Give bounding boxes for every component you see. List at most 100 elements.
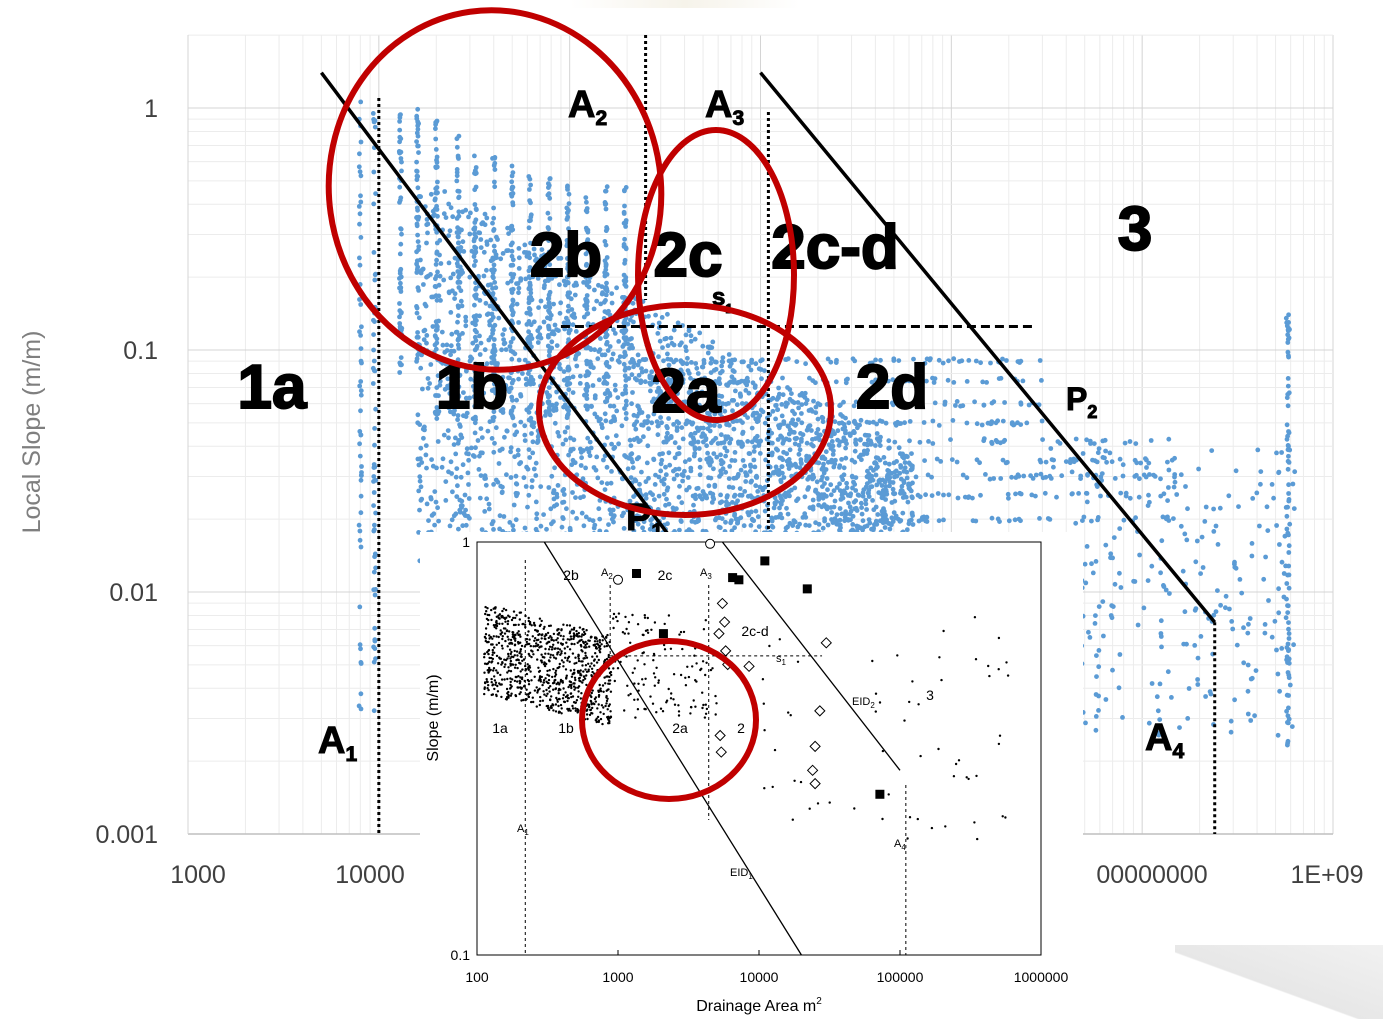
- main-data-point: [601, 381, 606, 386]
- main-data-point: [492, 184, 497, 189]
- main-data-point: [1246, 663, 1251, 668]
- inset-data-point: [491, 654, 493, 656]
- inset-data-point: [604, 682, 606, 684]
- main-data-point: [1276, 610, 1281, 615]
- main-data-point: [978, 360, 983, 365]
- main-data-point: [1216, 542, 1221, 547]
- main-data-point: [446, 435, 451, 440]
- main-data-point: [584, 200, 589, 205]
- main-data-point: [415, 335, 420, 340]
- main-data-point: [882, 455, 887, 460]
- main-data-point: [755, 419, 760, 424]
- main-data-point: [553, 421, 558, 426]
- main-data-point: [718, 469, 723, 474]
- main-data-point: [615, 395, 620, 400]
- main-data-point: [905, 476, 910, 481]
- inset-data-point: [584, 652, 586, 654]
- main-data-point: [433, 343, 438, 348]
- main-data-point: [1241, 660, 1246, 665]
- main-data-point: [461, 462, 466, 467]
- main-data-point: [1024, 421, 1029, 426]
- main-data-point: [1285, 531, 1290, 536]
- main-data-point: [1094, 714, 1099, 719]
- main-data-point: [474, 171, 479, 176]
- inset-data-point: [584, 668, 586, 670]
- inset-data-point: [549, 646, 551, 648]
- main-data-point: [680, 479, 685, 484]
- main-data-point: [955, 399, 960, 404]
- main-data-point: [1001, 458, 1006, 463]
- main-data-point: [753, 465, 758, 470]
- main-data-point: [358, 211, 363, 216]
- main-data-point: [1021, 379, 1026, 384]
- main-data-point: [556, 483, 561, 488]
- main-data-point: [482, 509, 487, 514]
- main-data-point: [919, 517, 924, 522]
- main-data-point: [547, 304, 552, 309]
- main-data-point: [1195, 539, 1200, 544]
- main-data-point: [605, 435, 610, 440]
- main-data-point: [415, 107, 420, 112]
- inset-data-point: [605, 695, 607, 697]
- main-data-point: [1051, 465, 1056, 470]
- inset-data-point: [530, 701, 532, 703]
- main-data-point: [1149, 564, 1154, 569]
- main-data-point: [502, 514, 507, 519]
- main-data-point: [843, 446, 848, 451]
- main-data-point: [1286, 670, 1291, 675]
- main-data-point: [372, 708, 377, 713]
- main-data-point: [635, 457, 640, 462]
- main-data-point: [448, 276, 453, 281]
- main-data-point: [472, 314, 477, 319]
- inset-data-point: [524, 626, 526, 628]
- inset-data-point: [495, 621, 497, 623]
- main-data-point: [585, 382, 590, 387]
- main-data-point: [855, 508, 860, 513]
- main-data-point: [653, 313, 658, 318]
- main-data-point: [455, 189, 460, 194]
- main-data-point: [1117, 685, 1122, 690]
- inset-data-point: [548, 690, 550, 692]
- inset-data-point: [562, 687, 564, 689]
- main-data-point: [428, 272, 433, 277]
- main-data-point: [905, 527, 910, 532]
- main-data-point: [637, 482, 642, 487]
- main-data-point: [569, 307, 574, 312]
- main-data-point: [777, 455, 782, 460]
- inset-data-point: [545, 695, 547, 697]
- main-data-point: [723, 454, 728, 459]
- main-data-point: [936, 491, 941, 496]
- main-data-point: [789, 420, 794, 425]
- main-data-point: [449, 459, 454, 464]
- main-data-point: [421, 427, 426, 432]
- main-data-point: [799, 457, 804, 462]
- main-data-point: [709, 476, 714, 481]
- main-data-point: [838, 506, 843, 511]
- main-data-point: [477, 314, 482, 319]
- main-data-point: [906, 482, 911, 487]
- main-data-point: [454, 511, 459, 516]
- main-data-point: [604, 286, 609, 291]
- inset-data-point: [569, 661, 571, 663]
- main-data-point: [1044, 460, 1049, 465]
- main-data-point: [431, 464, 436, 469]
- inset-data-point: [605, 702, 607, 704]
- main-data-point: [1007, 518, 1012, 523]
- inset-data-point: [519, 634, 521, 636]
- main-data-point: [632, 422, 637, 427]
- inset-data-point: [574, 677, 576, 679]
- main-data-point: [891, 480, 896, 485]
- main-data-point: [1249, 677, 1254, 682]
- main-data-point: [547, 385, 552, 390]
- main-data-point: [449, 205, 454, 210]
- main-data-point: [892, 491, 897, 496]
- main-data-point: [1095, 460, 1100, 465]
- main-data-point: [580, 511, 585, 516]
- inset-data-point: [536, 658, 538, 660]
- main-data-point: [627, 366, 632, 371]
- line-label-a3: A3: [705, 84, 744, 130]
- main-data-point: [1019, 402, 1024, 407]
- main-data-point: [1286, 403, 1291, 408]
- main-data-point: [930, 376, 935, 381]
- main-data-point: [511, 299, 516, 304]
